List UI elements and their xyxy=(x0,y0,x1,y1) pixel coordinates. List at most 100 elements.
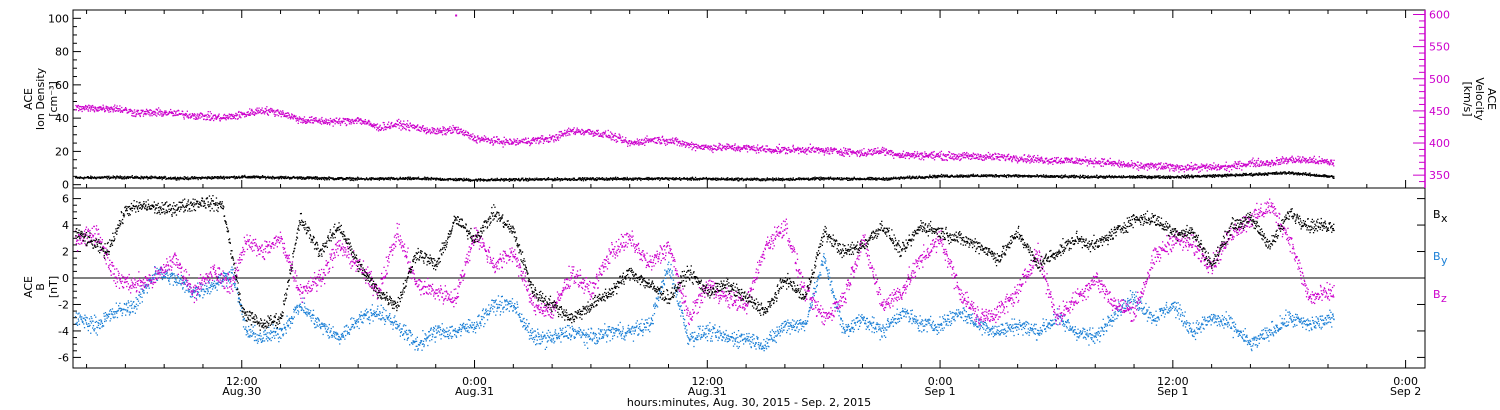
velocity-series-point xyxy=(591,133,593,135)
density-series-point xyxy=(427,177,429,180)
density-series-point xyxy=(114,176,116,178)
density-series-point xyxy=(159,177,161,180)
density-series-point xyxy=(806,177,808,179)
density-series-point xyxy=(675,177,677,179)
density-series-point xyxy=(78,176,80,179)
velocity-series-point xyxy=(396,120,399,122)
velocity-series-point xyxy=(505,138,507,140)
density-series-point xyxy=(629,177,631,179)
density-series-point xyxy=(781,180,784,182)
velocity-series-point xyxy=(181,113,183,115)
density-series-point xyxy=(900,176,903,179)
velocity-series-point xyxy=(321,116,323,119)
density-series-point xyxy=(949,176,952,178)
velocity-series-point xyxy=(483,140,485,142)
density-series-point xyxy=(939,175,941,178)
velocity-series-point xyxy=(87,109,89,111)
velocity-series-point xyxy=(76,106,79,108)
density-series-point xyxy=(623,178,626,180)
density-series-point xyxy=(311,176,313,179)
density-series-point xyxy=(809,178,811,180)
density-series-point xyxy=(307,176,309,179)
density-series-point xyxy=(443,179,445,181)
velocity-series-point xyxy=(406,123,408,125)
velocity-series-point xyxy=(268,109,270,111)
density-series-point xyxy=(370,177,373,179)
density-series-point xyxy=(656,177,659,179)
density-series-point xyxy=(1234,175,1237,178)
velocity-series-point xyxy=(125,107,127,109)
density-series-point xyxy=(599,178,601,181)
density-series-point xyxy=(756,179,758,181)
velocity-series-point xyxy=(75,104,77,107)
velocity-series-point xyxy=(196,114,198,117)
density-series-point xyxy=(101,176,103,178)
density-series-point xyxy=(469,179,471,181)
velocity-series-point xyxy=(378,129,380,131)
velocity-series-point xyxy=(193,118,195,120)
velocity-series-point xyxy=(455,126,457,128)
density-series-point xyxy=(623,179,625,181)
density-series-point xyxy=(253,175,255,177)
density-series-point xyxy=(530,179,533,181)
velocity-series-point xyxy=(287,117,289,119)
density-series-point xyxy=(1095,176,1097,178)
density-series-point xyxy=(972,173,974,175)
velocity-series-point xyxy=(265,108,267,110)
density-series-point xyxy=(881,178,883,180)
density-series-point xyxy=(217,176,219,178)
density-series-point xyxy=(184,178,186,181)
velocity-series-point xyxy=(159,109,161,111)
velocity-series-point xyxy=(338,118,340,121)
density-series-point xyxy=(79,176,81,178)
velocity-series-point xyxy=(599,134,601,137)
density-series-point xyxy=(802,178,804,181)
density-series-point xyxy=(504,179,507,181)
density-series-point xyxy=(1157,175,1159,177)
density-series-point xyxy=(734,178,737,180)
density-series-point xyxy=(162,176,164,178)
density-series-point xyxy=(841,177,843,179)
velocity-series-point xyxy=(490,141,492,143)
density-series-point xyxy=(1287,172,1289,174)
velocity-series-point xyxy=(436,130,438,132)
velocity-series-point xyxy=(548,137,550,139)
density-series-point xyxy=(748,179,750,181)
velocity-series-point xyxy=(565,135,567,137)
density-series-point xyxy=(786,178,788,180)
velocity-series-point xyxy=(174,114,176,117)
density-series-point xyxy=(875,178,877,180)
density-series-point xyxy=(280,178,283,180)
velocity-series-point xyxy=(209,115,211,117)
velocity-series-point xyxy=(483,135,486,137)
density-series-point xyxy=(944,175,946,178)
density-series-point xyxy=(215,177,218,179)
velocity-series-point xyxy=(232,114,234,116)
density-series-point xyxy=(751,179,753,181)
density-series-point xyxy=(334,178,336,180)
density-series-point xyxy=(766,178,768,180)
density-series-point xyxy=(456,179,458,182)
density-series-point xyxy=(762,179,764,182)
density-series-point xyxy=(240,177,242,179)
density-tick-label: 20 xyxy=(55,145,69,158)
density-series-point xyxy=(855,178,857,180)
density-series-point xyxy=(674,179,676,181)
density-series-point xyxy=(671,178,673,180)
velocity-series-point xyxy=(329,122,331,124)
velocity-series-point xyxy=(656,142,658,144)
density-series-point xyxy=(180,178,182,180)
density-series-point xyxy=(382,177,384,179)
velocity-series-point xyxy=(194,118,197,120)
density-series-point xyxy=(469,180,472,182)
velocity-series-point xyxy=(315,117,317,119)
density-series-point xyxy=(689,177,692,179)
density-series-point xyxy=(476,180,479,182)
velocity-series-point xyxy=(274,114,276,116)
velocity-series-point xyxy=(219,120,221,122)
density-series-point xyxy=(483,178,485,181)
density-series-point xyxy=(287,176,289,178)
velocity-series-point xyxy=(153,113,155,115)
density-series-point xyxy=(323,177,325,179)
